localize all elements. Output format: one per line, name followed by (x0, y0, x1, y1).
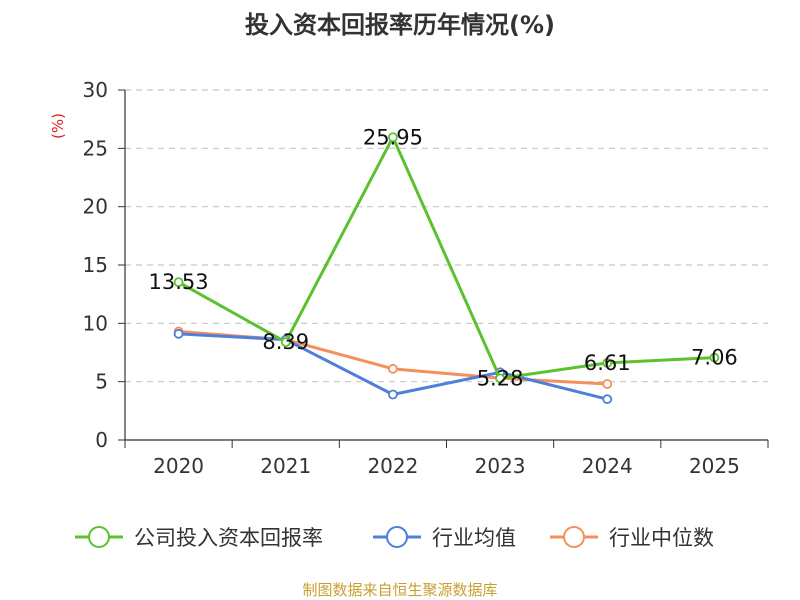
data-label: 5.28 (477, 366, 524, 390)
y-tick-label: 5 (95, 370, 108, 394)
data-label: 8.39 (262, 330, 309, 354)
y-axis-label: (%) (49, 113, 67, 139)
legend-item: 行业中位数 (550, 526, 714, 550)
data-point (388, 132, 398, 143)
x-tick-label: 2021 (260, 454, 311, 478)
y-tick-label: 30 (83, 78, 108, 102)
data-point (173, 277, 184, 288)
y-tick-label: 25 (83, 136, 108, 160)
legend-swatch-marker (88, 526, 110, 548)
series-line (178, 330, 608, 386)
x-tick-label: 2020 (153, 454, 204, 478)
x-tick-label: 2025 (689, 454, 740, 478)
data-label: 6.61 (584, 351, 631, 375)
legend: 公司投入资本回报率 行业均值 行业中位数 (75, 526, 714, 550)
x-tick-label: 2022 (367, 454, 418, 478)
data-label: 13.53 (149, 270, 209, 294)
legend-label: 行业均值 (432, 526, 516, 550)
y-tick-label: 10 (83, 311, 108, 335)
chart-title: 投入资本回报率历年情况(%) (245, 11, 555, 39)
series-layer (173, 132, 720, 405)
data-point (602, 394, 613, 405)
y-tick-label: 20 (83, 195, 108, 219)
data-point (388, 363, 398, 374)
data-label: 25.95 (363, 125, 423, 149)
data-point (173, 328, 184, 339)
legend-swatch-marker (386, 526, 408, 548)
y-tick-label: 0 (95, 428, 108, 452)
data-point (602, 379, 613, 389)
data-point (388, 389, 398, 400)
legend-label: 公司投入资本回报率 (134, 526, 323, 550)
data-point (709, 352, 720, 363)
x-tick-label: 2023 (475, 454, 526, 478)
data-point (495, 373, 505, 384)
series-line (177, 135, 715, 380)
legend-item: 公司投入资本回报率 (75, 526, 323, 550)
grid-lines (125, 89, 768, 383)
y-tick-label: 15 (83, 253, 108, 277)
data-label: 7.06 (691, 346, 738, 370)
data-point (602, 357, 613, 368)
data-point (280, 337, 291, 348)
legend-swatch-marker (563, 526, 585, 548)
legend-item: 行业均值 (373, 526, 516, 550)
source-note: 制图数据来自恒生聚源数据库 (302, 581, 497, 599)
x-tick-label: 2024 (582, 454, 633, 478)
legend-label: 行业中位数 (609, 526, 714, 550)
data-labels: 13.53 8.39 25.95 5.28 6.61 7.06 (149, 125, 738, 390)
